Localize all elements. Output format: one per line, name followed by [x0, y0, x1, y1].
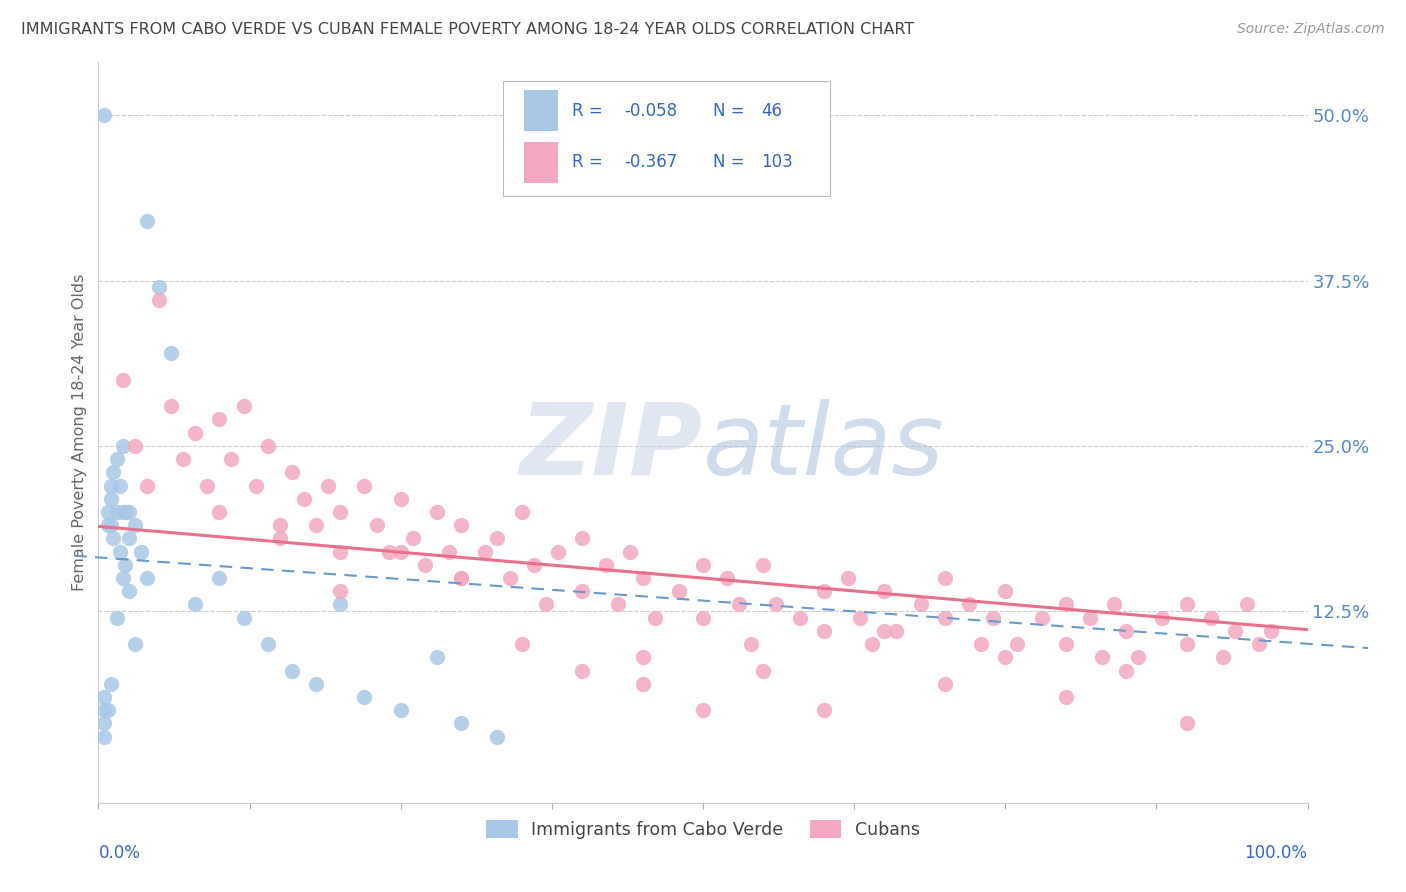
Text: 46: 46: [761, 102, 782, 120]
Text: 103: 103: [761, 153, 793, 171]
Bar: [524, 142, 558, 183]
Bar: [524, 90, 558, 131]
Text: R =: R =: [572, 153, 609, 171]
Text: N =: N =: [713, 153, 749, 171]
Text: Source: ZipAtlas.com: Source: ZipAtlas.com: [1237, 22, 1385, 37]
Text: -0.367: -0.367: [624, 153, 678, 171]
Text: -0.058: -0.058: [624, 102, 678, 120]
Y-axis label: Female Poverty Among 18-24 Year Olds: Female Poverty Among 18-24 Year Olds: [72, 274, 87, 591]
Legend: Immigrants from Cabo Verde, Cubans: Immigrants from Cabo Verde, Cubans: [479, 814, 927, 846]
Text: 100.0%: 100.0%: [1244, 844, 1308, 862]
FancyBboxPatch shape: [503, 81, 830, 195]
Text: IMMIGRANTS FROM CABO VERDE VS CUBAN FEMALE POVERTY AMONG 18-24 YEAR OLDS CORRELA: IMMIGRANTS FROM CABO VERDE VS CUBAN FEMA…: [21, 22, 914, 37]
Text: 0.0%: 0.0%: [98, 844, 141, 862]
Text: atlas: atlas: [703, 399, 945, 496]
Text: N =: N =: [713, 102, 749, 120]
Text: ZIP: ZIP: [520, 399, 703, 496]
Text: R =: R =: [572, 102, 609, 120]
